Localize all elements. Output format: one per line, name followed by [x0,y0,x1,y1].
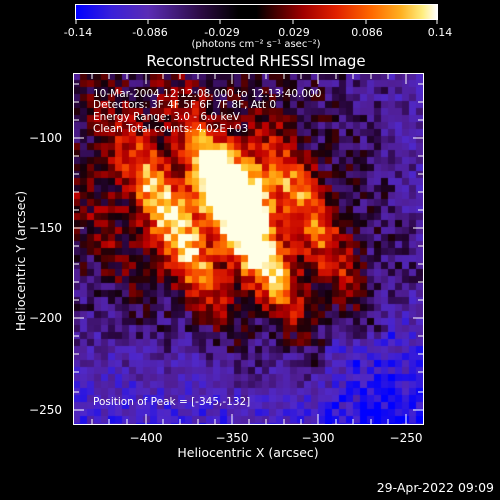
colorbar-tick-label: -0.14 [63,26,93,39]
energy-range-info: Energy Range: 3.0 - 6.0 keV [93,111,240,123]
algorithm-counts-info: Clean Total counts: 4.02E+03 [93,123,249,135]
colorbar [75,4,438,20]
plot-title: Reconstructed RHESSI Image [146,52,366,70]
observation-time: 10-Mar-2004 12:12:08.000 to 12:13:40.000 [93,88,322,100]
colorbar-tick-label: 0.14 [427,26,453,39]
colorbar-units-label: (photons cm⁻² s⁻¹ asec⁻²) [191,39,321,50]
y-axis-label: Heliocentric Y (arcsec) [12,190,28,332]
x-tick-label: −250 [389,431,423,445]
x-tick-label: −400 [129,431,163,445]
x-axis-label: Heliocentric X (arcsec) [177,445,319,460]
y-tick-label: −150 [29,221,62,235]
colorbar-tick-label: -0.086 [132,26,168,39]
colorbar-tick-label: -0.029 [204,26,240,39]
x-tick-label: −300 [301,431,335,445]
y-tick-label: −200 [29,311,62,325]
colorbar-ticks [75,20,438,24]
rhessi-image [73,73,424,425]
x-tick-label: −350 [215,431,249,445]
y-tick-label: −250 [29,403,62,417]
render-timestamp: 29-Apr-2022 09:09 [376,480,494,495]
detectors-info: Detectors: 3F 4F 5F 6F 7F 8F, Att 0 [93,99,277,111]
colorbar-tick-label: 0.086 [351,26,383,39]
colorbar-tick-label: 0.029 [278,26,310,39]
peak-position: Position of Peak = [-345,-132] [93,396,251,408]
y-tick-label: −100 [29,131,62,145]
